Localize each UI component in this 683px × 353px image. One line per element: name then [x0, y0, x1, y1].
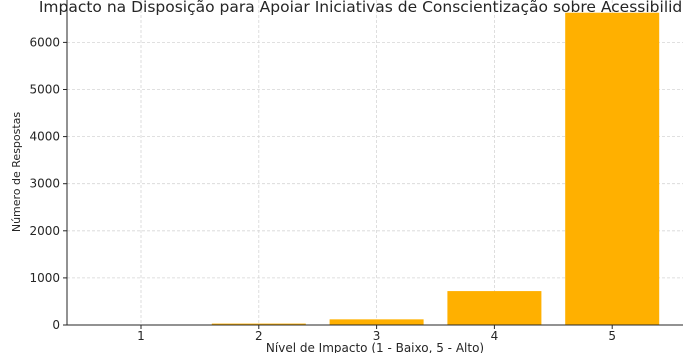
x-tick-label: 2 — [255, 329, 263, 343]
axes — [66, 0, 683, 326]
bar — [447, 291, 542, 325]
y-tick-label: 5000 — [29, 82, 60, 96]
y-tick-label: 4000 — [29, 130, 60, 144]
bars — [94, 12, 660, 326]
y-axis-label: Número de Respostas — [10, 112, 23, 233]
y-tick-label: 6000 — [29, 35, 60, 49]
x-tick-label: 3 — [373, 329, 381, 343]
x-tick-label: 5 — [608, 329, 616, 343]
x-tick-label: 1 — [137, 329, 145, 343]
x-axis-label: Nível de Impacto (1 - Baixo, 5 - Alto) — [266, 341, 484, 353]
bar — [211, 323, 306, 325]
y-tick-label: 1000 — [29, 271, 60, 285]
chart-title: Impacto na Disposição para Apoiar Inicia… — [39, 0, 683, 16]
y-tick-label: 2000 — [29, 224, 60, 238]
bar — [565, 12, 660, 326]
bar — [329, 319, 424, 325]
x-tick-label: 4 — [491, 329, 499, 343]
grid — [67, 0, 683, 325]
y-tick-label: 0 — [52, 318, 60, 332]
y-tick-label: 3000 — [29, 177, 60, 191]
ticks: 0 1000 2000 3000 4000 5000 6000 1 2 3 4 5 — [29, 35, 616, 343]
